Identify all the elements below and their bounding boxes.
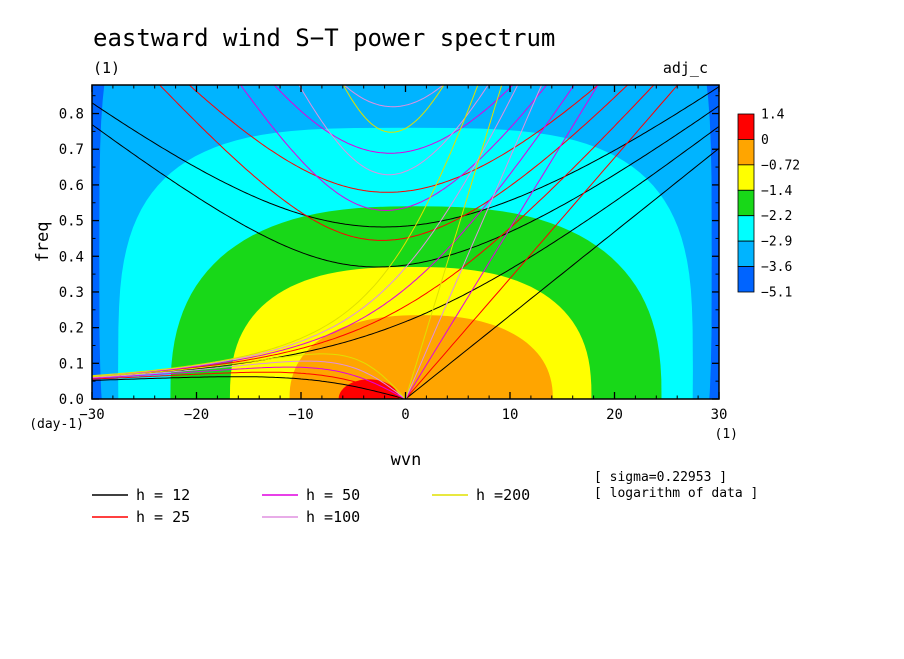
x-tick-label: 20 bbox=[606, 407, 623, 423]
curve-h100-ig1 bbox=[298, 85, 489, 176]
legend-label: h = 25 bbox=[136, 508, 190, 526]
colorbar-label: 1.4 bbox=[761, 108, 785, 123]
colorbar-swatch bbox=[737, 164, 755, 191]
curve-h12-er1 bbox=[92, 376, 406, 399]
y-tick-label: 0.5 bbox=[59, 214, 84, 230]
colorbar-swatch bbox=[737, 189, 755, 217]
colorbar-label: 0 bbox=[761, 133, 769, 148]
curve-h25-mrg bbox=[92, 85, 655, 377]
x-axis-unit: (1) bbox=[715, 427, 738, 442]
x-axis-ticks: −30 −20 −10 0 10 20 30 bbox=[79, 85, 727, 423]
curve-h200-mrg bbox=[92, 85, 479, 377]
chart-subtitle-right: adj_c bbox=[663, 59, 708, 77]
colorbar-swatch bbox=[737, 139, 755, 166]
curve-h12-mrg bbox=[92, 125, 719, 378]
colorbar-label: −2.9 bbox=[761, 235, 792, 250]
colorbar-label: −5.1 bbox=[761, 286, 792, 301]
plot-area bbox=[92, 85, 719, 399]
curve-h12-ig1 bbox=[92, 105, 719, 268]
y-tick-label: 0.3 bbox=[59, 285, 84, 301]
x-tick-label: 10 bbox=[502, 407, 519, 423]
contour-level-4 bbox=[289, 315, 553, 399]
x-tick-label: 0 bbox=[401, 407, 409, 423]
curve-h25-ig1 bbox=[158, 85, 629, 241]
x-tick-label: −20 bbox=[184, 407, 209, 423]
curve-h12-kelvin bbox=[405, 147, 719, 399]
colorbar-swatch bbox=[737, 240, 755, 267]
chart-title: eastward wind S−T power spectrum bbox=[93, 24, 555, 52]
curve-h25-kelvin bbox=[405, 85, 679, 399]
chart-subtitle-left: (1) bbox=[93, 59, 120, 77]
y-tick-label: 0.4 bbox=[59, 249, 84, 265]
x-axis-label: wvn bbox=[391, 450, 422, 470]
colorbar-label: −1.4 bbox=[761, 184, 792, 199]
y-axis-ticks: 0.0 0.1 0.2 0.3 0.4 0.5 0.6 0.7 0.8 bbox=[59, 95, 719, 408]
legend-label: h = 50 bbox=[306, 486, 360, 504]
curve-h50-ig1 bbox=[239, 85, 548, 211]
dispersion-curves bbox=[92, 85, 719, 399]
colorbar-swatch bbox=[737, 113, 755, 140]
curve-h50-mrg bbox=[92, 85, 575, 377]
legend-label: h =200 bbox=[476, 486, 530, 504]
curve-h50-kelvin bbox=[405, 85, 599, 399]
note-sigma: [ sigma=0.22953 ] bbox=[594, 470, 727, 485]
y-tick-label: 0.1 bbox=[59, 356, 84, 372]
colorbar-label: −2.2 bbox=[761, 209, 792, 224]
y-axis-unit: (day-1) bbox=[29, 417, 84, 432]
legend: h = 12 h = 25 h = 50 h =100 h =200 bbox=[92, 486, 530, 526]
colorbar-label: −0.72 bbox=[761, 158, 800, 173]
x-tick-label: −30 bbox=[79, 407, 104, 423]
colorbar-label: −3.6 bbox=[761, 260, 792, 275]
y-tick-label: 0.7 bbox=[59, 142, 84, 158]
curve-h200-ig1 bbox=[342, 85, 445, 133]
x-tick-label: −10 bbox=[288, 407, 313, 423]
legend-label: h =100 bbox=[306, 508, 360, 526]
x-tick-label: 30 bbox=[711, 407, 728, 423]
curve-h12-ig2 bbox=[92, 86, 719, 228]
y-tick-label: 0.0 bbox=[59, 392, 84, 408]
curve-h200-kelvin bbox=[405, 85, 503, 399]
curve-h50-ig2 bbox=[273, 85, 514, 154]
curve-h200-er1 bbox=[92, 353, 406, 399]
note-logarithm: [ logarithm of data ] bbox=[594, 486, 758, 501]
colorbar: 1.4 0 −0.72 −1.4 −2.2 −2.9 −3.6 −5.1 bbox=[737, 108, 800, 301]
curve-h100-kelvin bbox=[405, 85, 543, 399]
curve-h100-er1 bbox=[92, 360, 406, 399]
y-axis-label: freq bbox=[33, 222, 53, 263]
colorbar-swatch bbox=[737, 266, 755, 293]
colorbar-swatch bbox=[737, 215, 755, 242]
y-tick-label: 0.6 bbox=[59, 178, 84, 194]
y-tick-label: 0.8 bbox=[59, 107, 84, 123]
curve-h100-ig2 bbox=[343, 85, 444, 108]
curve-h50-er1 bbox=[92, 366, 406, 399]
curve-h25-er1 bbox=[92, 371, 406, 399]
legend-label: h = 12 bbox=[136, 486, 190, 504]
y-tick-label: 0.2 bbox=[59, 321, 84, 337]
curve-h100-mrg bbox=[92, 85, 519, 377]
